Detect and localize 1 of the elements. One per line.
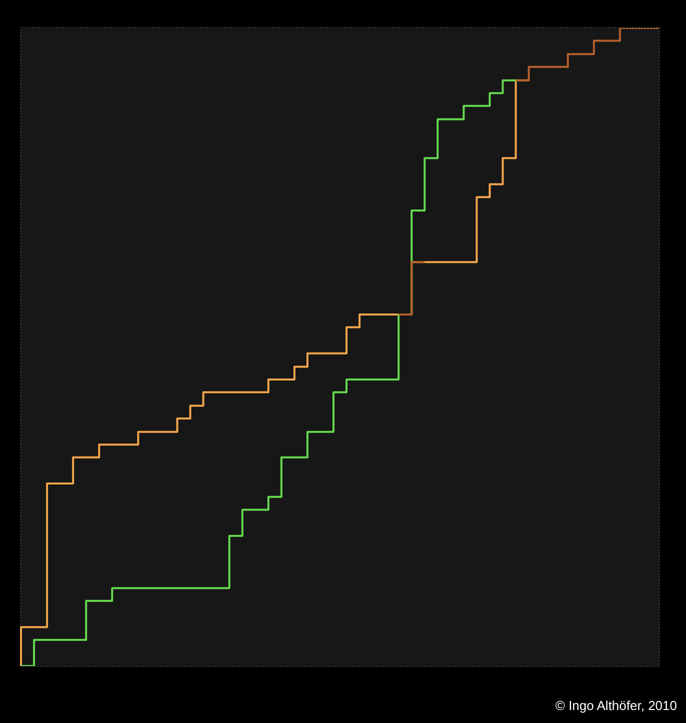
- text: © Ingo Althöfer, 2010: [555, 698, 677, 714]
